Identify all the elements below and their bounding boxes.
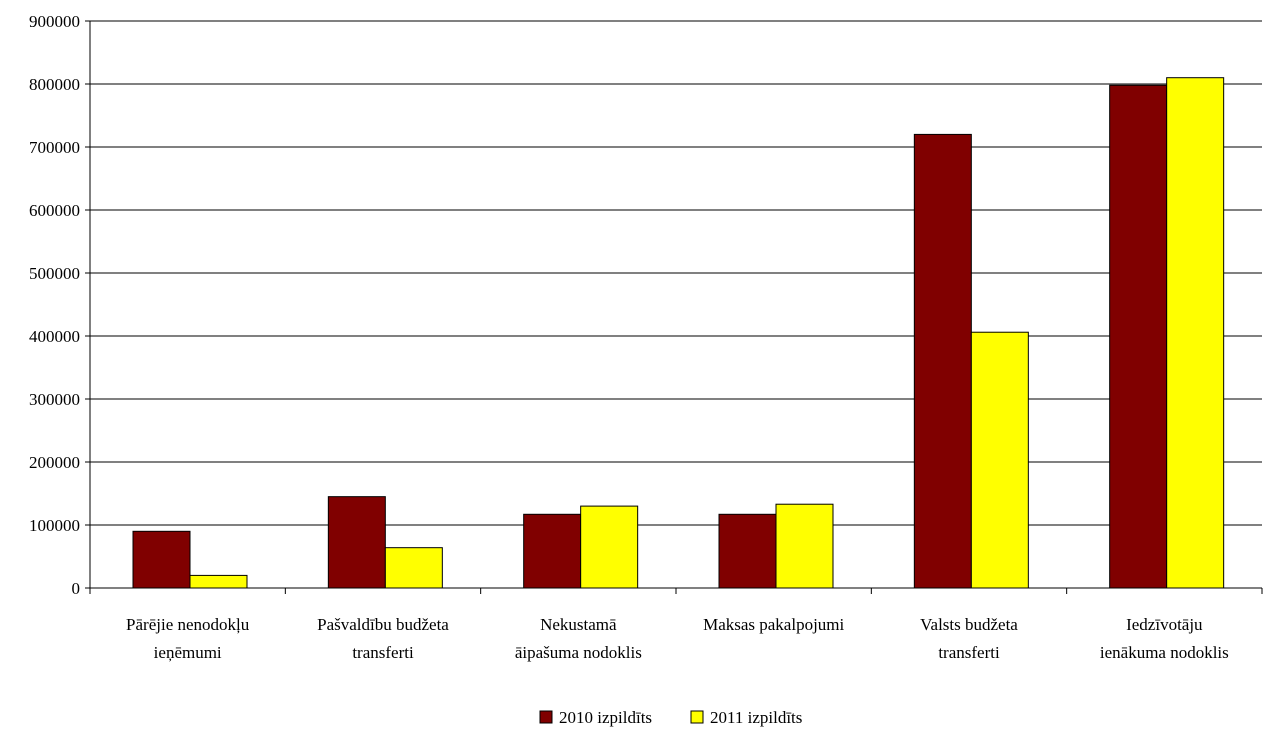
bar-series-2: [1166, 77, 1225, 589]
category-label: Pašvaldību budžeta: [317, 615, 449, 634]
category-label: transferti: [352, 643, 414, 662]
bar-series-2: [384, 547, 443, 589]
y-tick-label: 200000: [29, 453, 80, 472]
bar-series-1: [1109, 84, 1168, 589]
legend-swatch: [539, 710, 553, 724]
category-label: ieņēmumi: [154, 643, 222, 662]
y-tick-label: 800000: [29, 75, 80, 94]
category-label: āipašuma nodoklis: [515, 643, 642, 662]
bar-series-1: [913, 133, 972, 589]
category-label: Maksas pakalpojumi: [703, 615, 844, 634]
bar-series-1: [132, 530, 191, 589]
category-label: Nekustamā: [540, 615, 617, 634]
bar-series-2: [580, 505, 639, 589]
legend-swatch: [690, 710, 704, 724]
category-label: Valsts budžeta: [920, 615, 1018, 634]
legend-label: 2010 izpildīts: [559, 708, 652, 727]
y-tick-label: 0: [72, 579, 81, 598]
y-tick-label: 900000: [29, 12, 80, 31]
y-tick-label: 100000: [29, 516, 80, 535]
y-tick-label: 400000: [29, 327, 80, 346]
y-tick-label: 700000: [29, 138, 80, 157]
bar-series-1: [718, 513, 777, 589]
bar-series-1: [327, 496, 386, 589]
category-label: Pārējie nenodokļu: [126, 615, 250, 634]
y-tick-label: 300000: [29, 390, 80, 409]
category-label: ienākuma nodoklis: [1100, 643, 1229, 662]
category-label: transferti: [938, 643, 1000, 662]
bar-series-1: [523, 513, 582, 589]
legend-label: 2011 izpildīts: [710, 708, 802, 727]
y-tick-label: 600000: [29, 201, 80, 220]
bar-series-2: [970, 331, 1029, 589]
bar-series-2: [775, 503, 834, 589]
y-tick-label: 500000: [29, 264, 80, 283]
bar-series-2: [189, 574, 248, 589]
category-label: Iedzīvotāju: [1126, 615, 1203, 634]
